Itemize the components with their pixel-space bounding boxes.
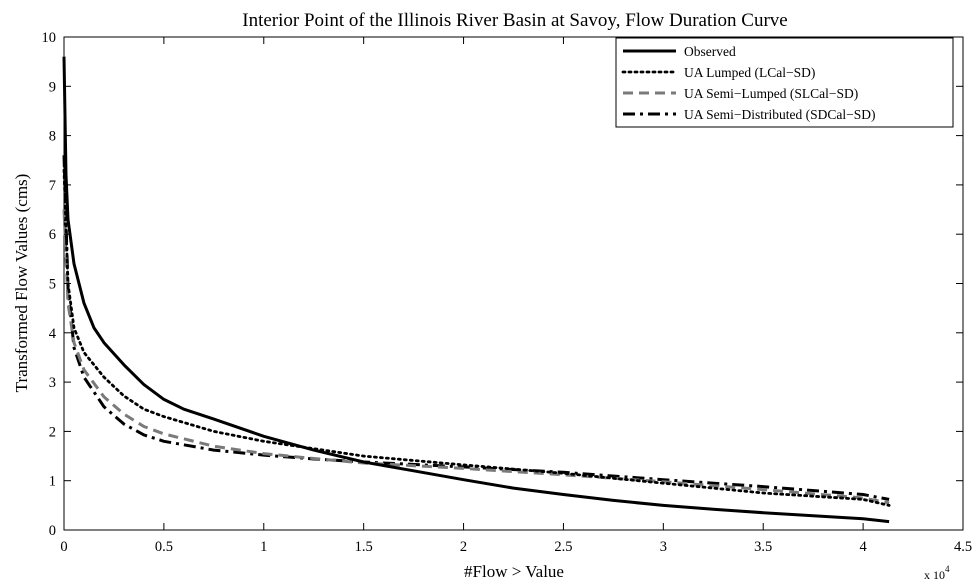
legend-label-2: UA Semi−Lumped (SLCal−SD) <box>684 86 858 101</box>
x-tick-label: 3.5 <box>754 539 772 555</box>
x-axis-label: #Flow > Value <box>464 562 564 581</box>
y-tick-label: 4 <box>49 326 57 342</box>
x-tick-label: 0.5 <box>155 539 173 555</box>
legend-label-3: UA Semi−Distributed (SDCal−SD) <box>684 107 875 122</box>
tick-layer: 0 0.5 1 1.5 2 2.5 3 3.5 4 4.5 0 1 2 3 4 5 6 7 8 9 10 <box>42 30 973 555</box>
x-tick-label: 2.5 <box>554 539 572 555</box>
x-multiplier-label: x 104 <box>924 564 950 582</box>
y-axis-label: Transformed Flow Values (cms) <box>12 174 31 393</box>
y-tick-label: 1 <box>49 474 56 490</box>
x-tick-label: 0 <box>60 539 67 555</box>
series-line-0 <box>62 56 890 524</box>
x-tick-label: 1 <box>260 539 267 555</box>
series-line-1 <box>62 168 891 507</box>
y-tick-label: 6 <box>49 227 56 243</box>
x-tick-label: 4 <box>859 539 867 555</box>
y-tick-label: 7 <box>49 178 56 194</box>
x-tick-label: 4.5 <box>954 539 972 555</box>
y-tick-label: 10 <box>42 30 57 46</box>
y-tick-label: 8 <box>49 129 56 145</box>
x-tick-label: 2 <box>460 539 467 555</box>
y-tick-label: 9 <box>49 79 56 95</box>
legend: Observed UA Lumped (LCal−SD) UA Semi−Lumpe… <box>615 37 954 128</box>
y-tick-label: 3 <box>49 375 56 391</box>
chart-title: Interior Point of the Illinois River Bas… <box>242 10 787 31</box>
series-layer <box>62 56 891 524</box>
y-tick-label: 5 <box>49 277 56 293</box>
y-tick-label: 2 <box>49 424 56 440</box>
x-multiplier-exponent: 4 <box>945 564 950 574</box>
x-tick-label: 3 <box>660 539 667 555</box>
x-tick-label: 1.5 <box>355 539 373 555</box>
plot-area: 0 0.5 1 1.5 2 2.5 3 3.5 4 4.5 0 1 2 3 4 5 6 7 8 9 10 <box>42 30 973 555</box>
legend-box <box>615 37 954 128</box>
series-line-3 <box>62 155 890 501</box>
legend-label-0: Observed <box>684 44 736 59</box>
series-line-2 <box>62 209 890 505</box>
y-tick-label: 0 <box>49 523 56 539</box>
legend-label-1: UA Lumped (LCal−SD) <box>684 65 815 80</box>
